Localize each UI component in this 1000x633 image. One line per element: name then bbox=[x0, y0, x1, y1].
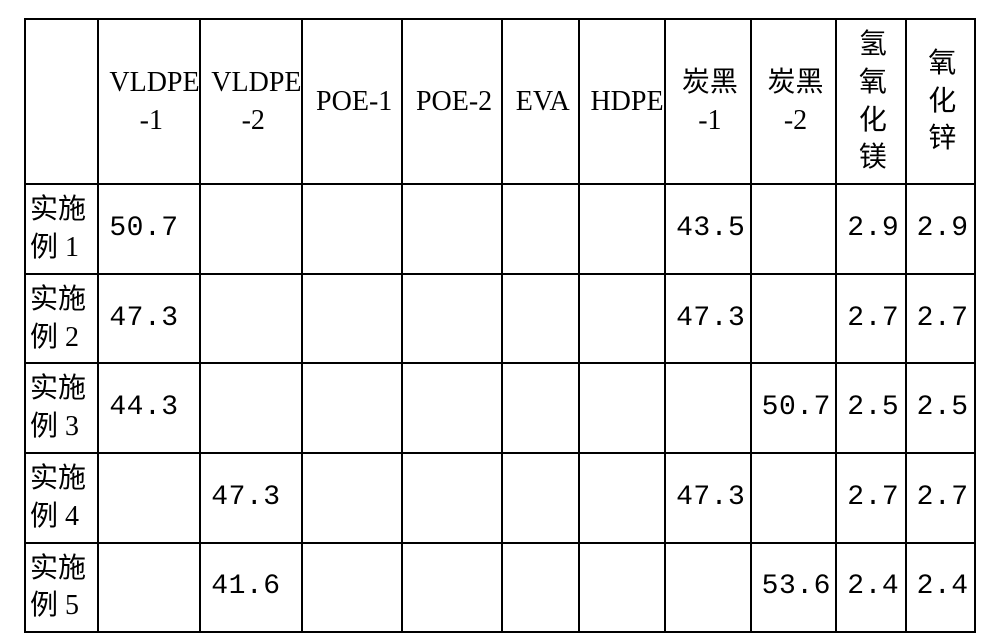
cell bbox=[302, 274, 402, 364]
table-row: 实施例 247.347.32.72.7 bbox=[25, 274, 975, 364]
cell: 53.6 bbox=[751, 543, 837, 633]
cell: 2.7 bbox=[836, 453, 905, 543]
cell: 47.3 bbox=[665, 274, 751, 364]
col-header: VLDPE-1 bbox=[98, 19, 200, 184]
cell bbox=[200, 184, 302, 274]
cell bbox=[579, 363, 665, 453]
cell bbox=[402, 274, 502, 364]
cell bbox=[579, 543, 665, 633]
col-header: 炭黑-1 bbox=[665, 19, 751, 184]
cell bbox=[302, 184, 402, 274]
cell: 2.4 bbox=[906, 543, 975, 633]
cell: 2.7 bbox=[836, 274, 905, 364]
cell: 50.7 bbox=[98, 184, 200, 274]
cell bbox=[402, 184, 502, 274]
cell bbox=[751, 184, 837, 274]
cell bbox=[302, 543, 402, 633]
col-header: 氧化锌 bbox=[906, 19, 975, 184]
cell: 2.7 bbox=[906, 274, 975, 364]
cell bbox=[665, 363, 751, 453]
cell bbox=[502, 363, 579, 453]
row-label: 实施例 1 bbox=[25, 184, 98, 274]
cell bbox=[665, 543, 751, 633]
cell bbox=[98, 543, 200, 633]
table-body: 实施例 150.743.52.92.9实施例 247.347.32.72.7实施… bbox=[25, 184, 975, 632]
cell: 44.3 bbox=[98, 363, 200, 453]
col-header: EVA bbox=[502, 19, 579, 184]
table-row: 实施例 541.653.62.42.4 bbox=[25, 543, 975, 633]
col-header bbox=[25, 19, 98, 184]
cell bbox=[302, 453, 402, 543]
col-header: VLDPE-2 bbox=[200, 19, 302, 184]
cell bbox=[302, 363, 402, 453]
cell bbox=[502, 453, 579, 543]
cell bbox=[402, 543, 502, 633]
cell bbox=[502, 184, 579, 274]
cell: 50.7 bbox=[751, 363, 837, 453]
table-row: 实施例 4 47.3 47.3 2.72.7 bbox=[25, 453, 975, 543]
cell bbox=[200, 363, 302, 453]
col-header: POE-1 bbox=[302, 19, 402, 184]
header-row: VLDPE-1 VLDPE-2 POE-1 POE-2 EVA HDPE 炭黑-… bbox=[25, 19, 975, 184]
row-label: 实施例 4 bbox=[25, 453, 98, 543]
cell bbox=[579, 184, 665, 274]
cell: 2.5 bbox=[906, 363, 975, 453]
table-row: 实施例 150.7 43.5 2.92.9 bbox=[25, 184, 975, 274]
cell bbox=[200, 274, 302, 364]
cell bbox=[751, 274, 837, 364]
cell bbox=[402, 453, 502, 543]
col-header: 炭黑-2 bbox=[751, 19, 837, 184]
col-header: HDPE bbox=[579, 19, 665, 184]
cell: 2.7 bbox=[906, 453, 975, 543]
cell bbox=[579, 274, 665, 364]
row-label: 实施例 5 bbox=[25, 543, 98, 633]
cell bbox=[502, 274, 579, 364]
cell: 2.9 bbox=[906, 184, 975, 274]
col-header: POE-2 bbox=[402, 19, 502, 184]
cell: 47.3 bbox=[665, 453, 751, 543]
col-header: 氢氧化镁 bbox=[836, 19, 905, 184]
row-label: 实施例 3 bbox=[25, 363, 98, 453]
cell: 2.9 bbox=[836, 184, 905, 274]
cell bbox=[502, 543, 579, 633]
composition-table: VLDPE-1 VLDPE-2 POE-1 POE-2 EVA HDPE 炭黑-… bbox=[24, 18, 976, 633]
cell bbox=[402, 363, 502, 453]
cell: 47.3 bbox=[98, 274, 200, 364]
cell: 2.5 bbox=[836, 363, 905, 453]
cell: 2.4 bbox=[836, 543, 905, 633]
table-row: 实施例 344.350.72.52.5 bbox=[25, 363, 975, 453]
cell bbox=[579, 453, 665, 543]
cell bbox=[98, 453, 200, 543]
cell: 43.5 bbox=[665, 184, 751, 274]
cell: 47.3 bbox=[200, 453, 302, 543]
cell bbox=[751, 453, 837, 543]
row-label: 实施例 2 bbox=[25, 274, 98, 364]
cell: 41.6 bbox=[200, 543, 302, 633]
